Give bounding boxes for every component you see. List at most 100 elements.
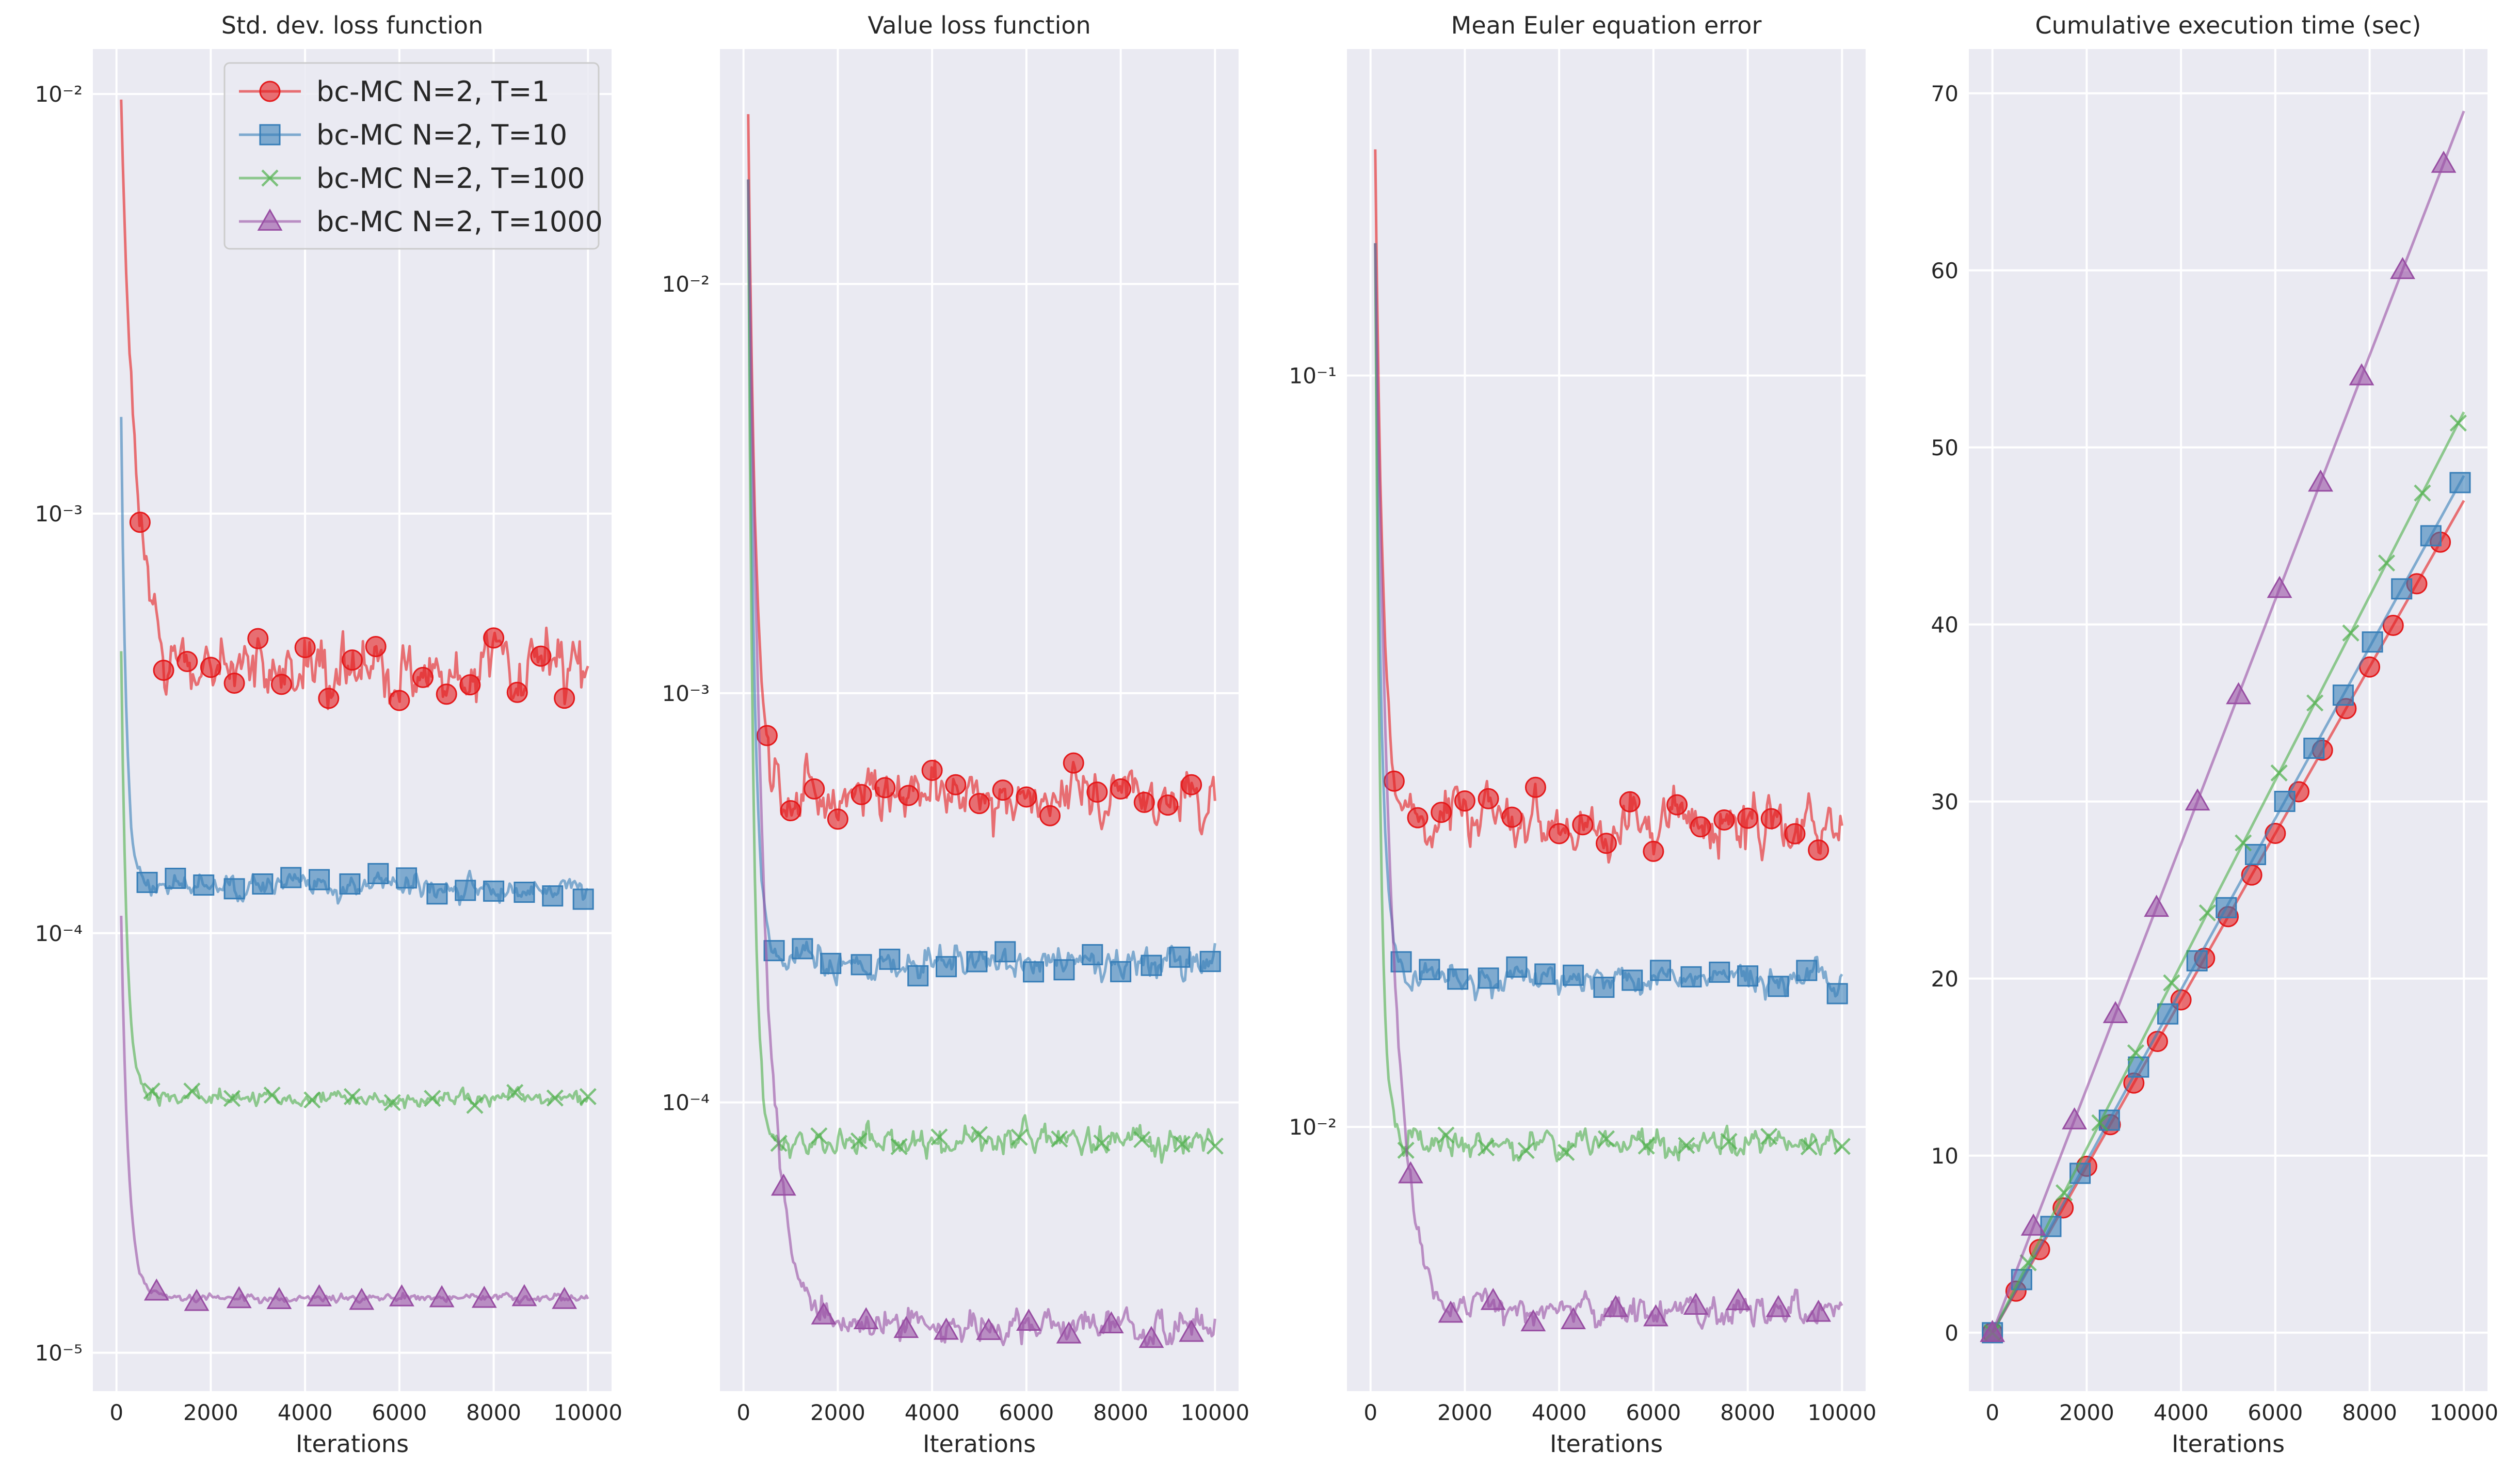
data-point-square: [513, 882, 535, 903]
data-point-triangle: [2431, 150, 2457, 173]
panel-title: Mean Euler equation error: [1451, 11, 1762, 39]
data-point-triangle: [184, 1288, 210, 1311]
x-tick-label: 0: [736, 1400, 750, 1425]
data-point-triangle: [389, 1284, 414, 1306]
data-point-triangle: [1683, 1293, 1709, 1315]
data-point-x: [2306, 694, 2324, 712]
data-point-triangle: [1520, 1309, 1546, 1332]
data-point-circle: [1713, 809, 1735, 831]
data-point-triangle: [1603, 1295, 1629, 1317]
data-point-x: [2019, 1254, 2037, 1271]
panel-title: Std. dev. loss function: [221, 11, 483, 39]
data-point-square: [367, 863, 389, 884]
data-point-triangle: [893, 1316, 919, 1338]
series-line-x: [747, 179, 1216, 1164]
data-point-x: [2163, 974, 2180, 992]
data-point-circle: [530, 645, 552, 667]
data-point-square: [2332, 684, 2354, 706]
y-tick-label: 0: [1945, 1320, 1959, 1346]
data-point-x: [546, 1089, 564, 1107]
data-point-triangle: [552, 1287, 577, 1309]
data-point-triangle: [1561, 1307, 1586, 1330]
data-point-circle: [827, 808, 848, 830]
data-point-square: [1563, 964, 1584, 986]
series-group: [120, 99, 597, 1311]
data-point-circle: [200, 657, 221, 678]
data-point-x: [2449, 414, 2467, 432]
data-point-x: [506, 1083, 524, 1102]
data-point-x: [1517, 1142, 1535, 1159]
data-point-triangle: [2062, 1107, 2088, 1129]
x-axis-label: Iterations: [1550, 1430, 1663, 1458]
data-point-triangle: [1765, 1295, 1791, 1317]
data-point-x: [579, 1088, 597, 1105]
y-tick-label: 10⁻²: [662, 272, 710, 297]
data-point-x: [2091, 1114, 2109, 1132]
series-group: [747, 114, 1224, 1348]
legend-marker-square: [259, 124, 281, 146]
legend-marker-x: [261, 169, 279, 187]
data-point-square: [936, 956, 957, 978]
x-tick-label: 8000: [2342, 1400, 2397, 1425]
data-point-square: [1110, 961, 1132, 982]
data-point-triangle: [1980, 1319, 2005, 1342]
data-point-x: [263, 1086, 281, 1104]
data-point-x: [466, 1096, 484, 1114]
data-point-square: [309, 869, 330, 890]
x-tick-label: 6000: [2248, 1400, 2303, 1425]
data-point-x: [183, 1082, 201, 1100]
data-point-circle: [1524, 776, 1546, 798]
data-point-circle: [780, 800, 801, 822]
series-group: [1374, 149, 1851, 1332]
data-point-triangle: [771, 1173, 796, 1196]
data-point-square: [2449, 472, 2471, 493]
data-point-triangle: [976, 1318, 1002, 1340]
data-point-circle: [247, 628, 269, 649]
data-point-circle: [554, 688, 575, 709]
data-point-x: [1558, 1143, 1575, 1161]
panel-title: Value loss function: [868, 11, 1090, 39]
data-point-triangle: [853, 1307, 879, 1330]
legend-label: bc-MC N=2, T=1000: [316, 205, 603, 238]
y-tick-label: 10⁻³: [662, 681, 710, 706]
y-tick-label: 10⁻⁴: [662, 1090, 710, 1116]
data-point-circle: [1110, 778, 1132, 800]
data-point-triangle: [2390, 257, 2415, 279]
data-point-square: [1506, 956, 1528, 978]
data-point-circle: [436, 683, 457, 705]
data-point-circle: [1808, 839, 1829, 861]
data-point-circle: [1181, 774, 1202, 795]
data-point-circle: [1643, 840, 1664, 862]
data-point-x: [223, 1090, 241, 1107]
data-point-circle: [874, 777, 896, 799]
data-point-circle: [1063, 752, 1084, 774]
data-point-circle: [1690, 816, 1711, 838]
data-point-square: [1593, 977, 1615, 998]
data-point-x: [2198, 904, 2216, 922]
data-point-square: [850, 954, 872, 976]
data-point-square: [426, 883, 448, 905]
data-point-circle: [459, 674, 481, 696]
data-point-circle: [1501, 806, 1523, 828]
x-tick-label: 6000: [372, 1400, 427, 1425]
series-line-circle: [1374, 149, 1843, 864]
data-point-circle: [412, 666, 434, 688]
data-point-square: [879, 948, 901, 970]
data-point-triangle: [2185, 788, 2210, 811]
data-point-x: [1093, 1134, 1111, 1152]
data-point-square: [792, 938, 813, 960]
series-group: [1980, 110, 2471, 1344]
data-point-x: [1638, 1137, 1655, 1155]
legend-label: bc-MC N=2, T=10: [316, 119, 567, 151]
data-point-x: [1133, 1130, 1151, 1149]
data-point-x: [1678, 1137, 1695, 1154]
x-tick-label: 6000: [1626, 1400, 1681, 1425]
data-point-square: [572, 888, 594, 910]
legend-label: bc-MC N=2, T=1: [316, 75, 550, 108]
data-point-square: [1169, 946, 1191, 968]
data-point-circle: [945, 774, 967, 795]
data-point-triangle: [2349, 363, 2374, 386]
data-point-triangle: [1016, 1309, 1041, 1331]
data-point-triangle: [2308, 469, 2334, 492]
data-point-square: [1622, 969, 1643, 991]
